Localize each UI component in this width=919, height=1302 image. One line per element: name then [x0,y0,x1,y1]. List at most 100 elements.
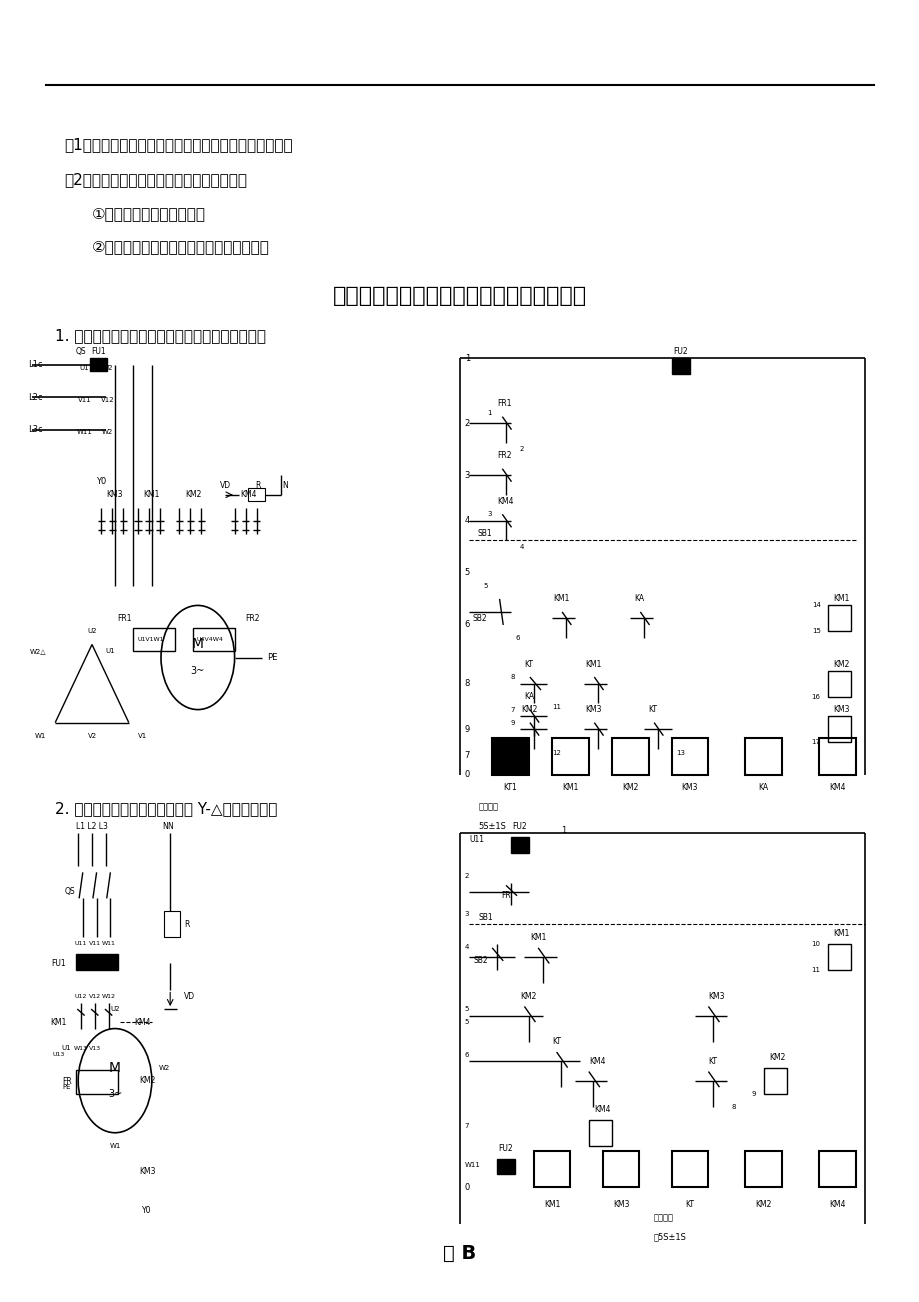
Text: W1: W1 [109,1143,120,1148]
Text: 11: 11 [811,967,820,973]
Bar [510,837,528,853]
Text: FR: FR [62,1078,72,1086]
Text: R: R [255,482,260,490]
Text: PE: PE [62,1085,71,1090]
Text: KM4: KM4 [496,497,513,505]
Text: 6: 6 [464,621,470,629]
Text: KA: KA [757,784,768,792]
Text: L1c: L1c [28,361,43,368]
Text: SB1: SB1 [478,914,493,922]
Text: KT: KT [648,706,657,713]
Text: 7: 7 [464,1124,469,1129]
Text: （1）编写教案：参阅教科书现场编写教案，内容正确。: （1）编写教案：参阅教科书现场编写教案，内容正确。 [64,137,293,152]
Text: 4: 4 [519,544,524,549]
Text: FR.: FR. [501,892,513,900]
Bar [492,738,528,775]
Text: KM3: KM3 [139,1168,155,1176]
Text: KM1: KM1 [833,930,849,937]
Text: 5: 5 [464,1019,469,1025]
Text: W11: W11 [464,1163,480,1168]
Text: U1: U1 [62,1046,71,1051]
Text: V1: V1 [138,733,147,738]
Text: 3: 3 [464,911,469,917]
Bar [827,944,850,970]
Text: 13: 13 [675,750,685,755]
Text: KT1: KT1 [504,784,516,792]
Text: L2c: L2c [28,393,43,401]
Bar [496,1159,515,1174]
Text: W12: W12 [101,993,116,999]
Text: KM2: KM2 [833,660,849,668]
Text: KT: KT [685,1200,694,1208]
Text: KM3: KM3 [584,706,601,713]
Text: KM2: KM2 [754,1200,771,1208]
Text: V11: V11 [88,941,101,947]
Text: KM3: KM3 [708,992,724,1000]
Bar [133,628,175,651]
Text: FR2: FR2 [496,452,511,460]
Text: U2: U2 [110,1006,119,1012]
Text: KM1: KM1 [50,1018,66,1026]
Text: V11: V11 [78,397,91,402]
Text: 4: 4 [464,944,469,949]
Text: N: N [167,823,173,831]
Text: 5: 5 [482,583,487,589]
Text: ①教学内容正确，重点突出: ①教学内容正确，重点突出 [92,206,206,221]
Text: 9: 9 [464,725,470,733]
Text: U1V1W1: U1V1W1 [137,637,164,642]
Text: 1: 1 [487,410,492,415]
Bar [818,738,855,775]
Text: 1: 1 [561,827,566,835]
Text: QS: QS [75,348,86,355]
Bar [193,628,234,651]
Bar [533,1151,570,1187]
Bar [744,1151,781,1187]
Text: KM2: KM2 [768,1053,785,1061]
Text: KM2: KM2 [139,1077,155,1085]
Text: KM1: KM1 [552,595,569,603]
Bar [671,738,708,775]
Text: FU1: FU1 [91,348,106,355]
Bar [827,671,850,697]
Bar [827,716,850,742]
Text: KT: KT [708,1057,717,1065]
Text: 17: 17 [811,740,820,745]
Text: U12: U12 [74,993,87,999]
Text: KM1: KM1 [543,1200,560,1208]
Text: 2: 2 [464,874,469,879]
Text: 6: 6 [464,1052,469,1057]
Text: KM2: KM2 [520,706,537,713]
Text: 3: 3 [487,512,492,517]
Text: VD: VD [220,482,231,490]
Bar [76,1070,118,1094]
Text: Y0: Y0 [96,478,107,486]
Text: V12: V12 [88,993,101,999]
Text: 图 B: 图 B [443,1243,476,1263]
Bar [827,605,850,631]
Text: 16: 16 [811,694,820,699]
Text: KM4: KM4 [588,1057,605,1065]
Text: W1: W1 [35,733,46,738]
Text: 1. 三相双速异步电动机带能耗制动控制线路原理图: 1. 三相双速异步电动机带能耗制动控制线路原理图 [55,328,266,344]
Text: KM4: KM4 [828,784,845,792]
Text: U11: U11 [74,941,87,947]
Text: KA: KA [523,693,534,700]
Text: KT: KT [551,1038,561,1046]
Bar [671,358,689,374]
Text: KM4: KM4 [828,1200,845,1208]
Text: U2: U2 [103,366,112,371]
Text: 9: 9 [510,720,515,725]
Text: 0: 0 [464,771,470,779]
Text: FR1: FR1 [496,400,511,408]
Bar [164,911,180,937]
Text: PE: PE [267,654,277,661]
Text: U2: U2 [87,629,96,634]
Text: 15: 15 [811,629,820,634]
Text: KM3: KM3 [612,1200,629,1208]
Text: W13: W13 [74,1046,88,1051]
Bar [763,1068,786,1094]
Text: 为5S±1S: 为5S±1S [652,1233,686,1241]
Text: W2: W2 [102,430,113,435]
Text: KM1: KM1 [529,934,546,941]
Text: FU2: FU2 [498,1144,513,1152]
